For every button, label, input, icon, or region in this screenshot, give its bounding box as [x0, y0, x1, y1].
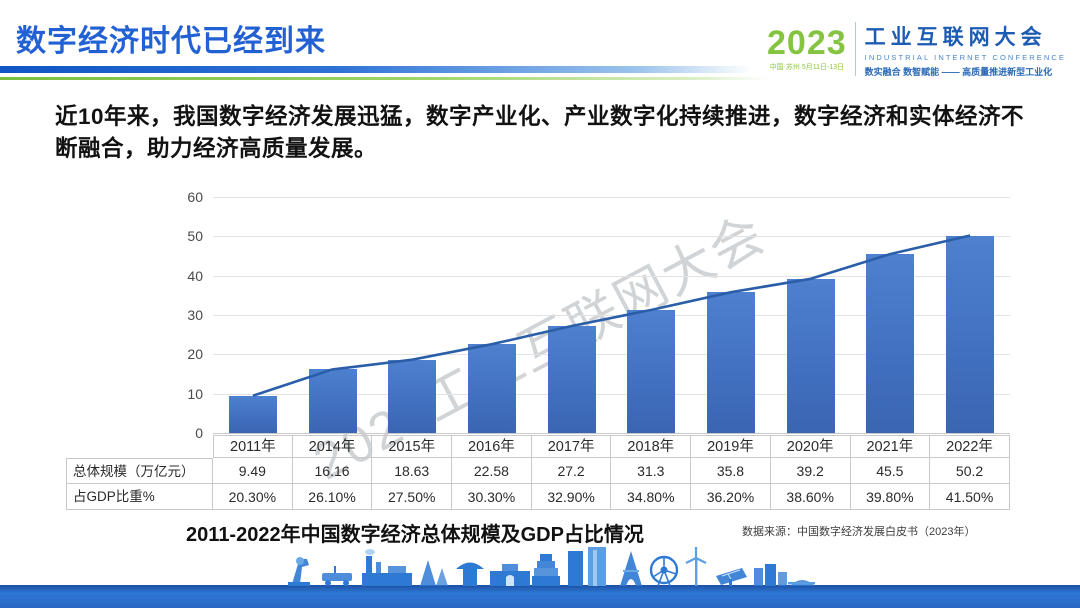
table-value: 50.2 — [930, 458, 1010, 484]
bar-2017年 — [547, 326, 596, 433]
year-header: 2015年 — [372, 435, 453, 458]
table-value: 35.8 — [691, 458, 771, 484]
bar-2011年 — [228, 395, 277, 433]
year-header: 2022年 — [930, 435, 1010, 458]
skyline-graphic — [288, 547, 815, 586]
year-header: 2021年 — [850, 435, 931, 458]
row-label: 总体规模（万亿元） — [66, 458, 213, 484]
table-value: 9.49 — [213, 458, 293, 484]
y-axis-tick: 30 — [187, 307, 203, 323]
logo-divider — [854, 22, 856, 76]
year-header: 2014年 — [292, 435, 373, 458]
logo-year-block: 2023 中国·苏州 5月11日-13日 — [766, 26, 848, 72]
bar-2020年 — [786, 278, 835, 433]
logo-slogan: 数实融合 数智赋能 —— 高质量推进新型工业化 — [864, 66, 1053, 77]
bar-2014年 — [308, 369, 357, 433]
table-value: 30.30% — [452, 484, 532, 510]
table-value: 32.90% — [531, 484, 612, 510]
logo-name-block: 工业互联网大会 INDUSTRIAL INTERNET CONFERENCE 数… — [865, 21, 1066, 78]
gridline — [213, 275, 1010, 277]
table-value: 41.50% — [930, 484, 1010, 510]
year-header: 2016年 — [452, 435, 532, 458]
data-table: 2011年 2014年 2015年 2016年 2017年 2018年 2019年 2020年… — [66, 435, 1010, 510]
table-value: 18.63 — [372, 458, 453, 484]
chart-caption: 2011-2022年中国数字经济总体规模及GDP占比情况 — [186, 524, 644, 546]
year-header: 2020年 — [770, 435, 851, 458]
table-value: 31.3 — [611, 458, 692, 484]
page-title: 数字经济时代已经到来 — [16, 25, 326, 58]
logo-name-en: INDUSTRIAL INTERNET CONFERENCE — [864, 52, 1066, 62]
header-rule-green — [0, 77, 768, 80]
table-value: 27.50% — [372, 484, 453, 510]
table-value: 39.2 — [770, 458, 851, 484]
bar-2018年 — [627, 309, 676, 433]
gridline — [213, 236, 1010, 238]
bar-2019年 — [707, 292, 756, 433]
table-value: 34.80% — [611, 484, 692, 510]
logo-year: 2023 — [767, 24, 847, 62]
table-value: 38.60% — [770, 484, 851, 510]
table-corner-spacer — [66, 435, 213, 458]
table-value: 39.80% — [850, 484, 931, 510]
logo-venue: 中国·苏州 5月11日-13日 — [769, 64, 845, 71]
y-axis-tick: 50 — [187, 228, 203, 245]
year-header: 2018年 — [611, 435, 692, 458]
y-axis-tick: 60 — [187, 189, 203, 205]
bar-2015年 — [388, 359, 437, 433]
bar-2022年 — [946, 235, 995, 433]
row-label: 占GDP比重% — [66, 484, 213, 510]
year-header: 2019年 — [691, 435, 771, 458]
table-value: 36.20% — [691, 484, 771, 510]
logo-name-cn: 工业互联网大会 — [864, 25, 1047, 49]
trend-line — [252, 234, 971, 397]
footer-band — [0, 585, 1080, 608]
table-value: 45.5 — [850, 458, 931, 484]
gridline — [213, 315, 1010, 316]
gridline — [213, 433, 1010, 434]
gridline — [213, 197, 1010, 198]
header-rule-blue — [0, 66, 752, 73]
y-axis-tick: 20 — [187, 346, 203, 363]
y-axis-tick: 40 — [187, 267, 203, 284]
gridline — [213, 393, 1010, 395]
gridline — [213, 354, 1010, 356]
conference-logo: 2023 中国·苏州 5月11日-13日 工业互联网大会 INDUSTRIAL … — [766, 16, 1066, 82]
table-value: 26.10% — [292, 484, 373, 510]
year-header: 2017年 — [531, 435, 612, 458]
table-value: 20.30% — [213, 484, 293, 510]
data-source: 数据来源：中国数字经济发展白皮书（2023年） — [742, 526, 976, 538]
bar-2021年 — [866, 254, 915, 433]
bar-2016年 — [467, 344, 516, 433]
year-header: 2011年 — [213, 435, 293, 458]
lead-paragraph: 近10年来，我国数字经济发展迅猛，数字产业化、产业数字化持续推进，数字经济和实体… — [55, 104, 1025, 161]
table-value: 22.58 — [452, 458, 532, 484]
table-value: 16.16 — [292, 458, 373, 484]
y-axis-tick: 10 — [187, 385, 203, 402]
table-value: 27.2 — [531, 458, 612, 484]
